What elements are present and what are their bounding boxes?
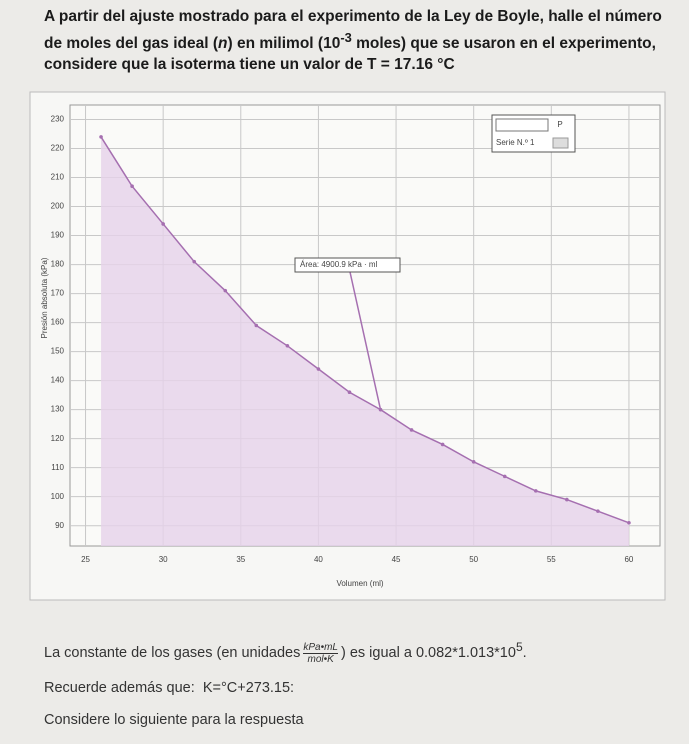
data-point (130, 184, 134, 189)
note: Recuerde además que: K=°C+273.15: (44, 680, 294, 696)
x-tick-label: 50 (469, 555, 478, 564)
x-tick-label: 30 (159, 555, 168, 564)
y-tick-label: 160 (51, 318, 65, 327)
text: ) en milimol (10 (227, 35, 341, 53)
text: A partir del ajuste mostrado para el exp… (44, 8, 662, 53)
series-line (100, 136, 630, 524)
data-point (316, 367, 321, 371)
data-point (627, 520, 631, 525)
y-tick-label: 170 (51, 289, 65, 298)
text: mol•K (307, 653, 334, 665)
legend-swatch (552, 137, 569, 149)
text: ) es igual a 0.082*1.013*10 (340, 644, 516, 661)
text: K=°C+273.15: (202, 680, 295, 696)
y-tick-label: 220 (51, 144, 65, 153)
x-tick-label: 55 (547, 555, 556, 564)
text: 5 (515, 640, 523, 654)
y-tick-label: 120 (51, 434, 65, 443)
y-tick-label: 230 (51, 115, 65, 124)
y-tick-label: 200 (51, 202, 65, 211)
data-point (533, 489, 538, 493)
plot: 90 100 110 120 130 140 150 160 170 180 190 200 210 22… (51, 104, 661, 564)
x-axis-label: Volumen (ml) (336, 579, 383, 588)
data-point (161, 222, 165, 226)
y-tick-label: 110 (51, 463, 64, 472)
text: n (218, 35, 228, 53)
annotation-pointer (349, 271, 382, 410)
y-tick-label: 150 (51, 347, 65, 356)
x-tick-label: 45 (392, 555, 401, 564)
data-point (596, 509, 600, 513)
data-point (192, 259, 197, 264)
question: A partir del ajuste mostrado para el exp… (44, 6, 674, 75)
y-tick-label: 90 (55, 521, 64, 530)
annotation: Área: 4900.9 kPa · ml (300, 260, 378, 269)
text: . (522, 644, 527, 661)
text: La constante de los gases (en unidades (44, 644, 301, 661)
x-tick-label: 40 (314, 555, 323, 564)
y-tick-label: 210 (51, 173, 65, 182)
data-point (565, 497, 569, 502)
data-point (223, 288, 228, 293)
y-tick-label: 180 (51, 260, 65, 269)
data-point (440, 442, 445, 447)
text: Recuerde además que: (44, 680, 195, 696)
legend-box (495, 118, 549, 132)
text: Considere lo siguiente para la respuesta (44, 712, 304, 728)
data-point (347, 390, 352, 395)
note: La constante de los gases (en unidades kP… (44, 640, 527, 665)
area-fill (101, 136, 629, 546)
y-tick-label: 100 (51, 492, 65, 501)
note: Considere lo siguiente para la respuesta (44, 712, 304, 728)
chart: 90 100 110 120 130 140 150 160 170 180 190 200 210 22… (29, 91, 666, 601)
annotation-box (294, 257, 401, 273)
y-tick-label: 130 (51, 405, 65, 414)
x-tick-label: 35 (236, 555, 245, 564)
legend-title: P (557, 120, 562, 129)
text: -3 (340, 30, 352, 45)
y-tick-label: 190 (51, 231, 65, 240)
x-tick-label: 60 (624, 555, 633, 564)
data-point (409, 428, 414, 432)
x-tick-label: 25 (81, 555, 90, 564)
text: moles) que se usaron en el experimento, … (44, 35, 656, 74)
y-tick-label: 140 (51, 376, 65, 385)
data-point (99, 135, 103, 139)
y-axis-label: Presión absoluta (kPa) (40, 257, 49, 338)
data-point (502, 474, 507, 479)
fraction: kPa•mL mol•K (303, 642, 338, 665)
text: kPa•mL (303, 641, 338, 654)
data-point (471, 460, 476, 464)
data-point (285, 344, 290, 348)
data-point (254, 323, 259, 328)
legend-label: Serie N.º 1 (496, 138, 535, 147)
